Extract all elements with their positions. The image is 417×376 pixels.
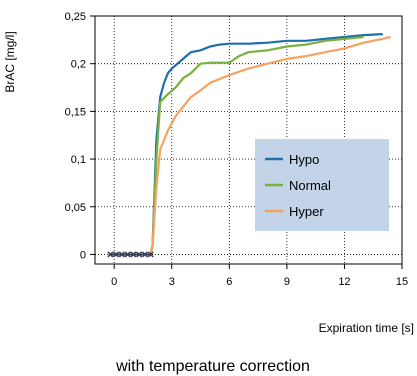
x-tick-label: 6 (226, 276, 232, 288)
y-tick-label: 0,1 (71, 154, 86, 166)
y-tick-label: 0,2 (71, 59, 86, 71)
y-tick-label: 0,25 (65, 11, 86, 23)
legend-label-normal: Normal (289, 178, 331, 193)
plot-frame (94, 15, 403, 265)
y-tick-label: 0,05 (65, 202, 86, 214)
baseline-marker (147, 251, 154, 258)
x-tick-label: 9 (284, 276, 290, 288)
y-axis-label: BrAC [mg/l] (3, 31, 17, 92)
y-tick-label: 0,15 (65, 106, 86, 118)
legend-label-hyper: Hyper (289, 204, 324, 219)
legend: Hypo Normal Hyper (255, 139, 389, 231)
x-tick-label: 15 (396, 276, 408, 288)
x-tick-label: 3 (169, 276, 175, 288)
axes: 0 3 6 9 12 15 0 0,05 0,1 0,15 0,2 0,25 (65, 11, 409, 288)
series-line-hyper (110, 35, 391, 256)
x-tick-label: 12 (338, 276, 350, 288)
x-axis-label: Expiration time [s] (319, 321, 414, 335)
legend-label-hypo: Hypo (289, 152, 319, 167)
x-tick-label: 0 (111, 276, 117, 288)
series-lines (110, 33, 391, 256)
series-line-normal (110, 35, 364, 256)
baseline-markers (107, 251, 154, 258)
chart-caption: with temperature correction (115, 358, 310, 375)
y-tick-label: 0 (80, 249, 86, 261)
